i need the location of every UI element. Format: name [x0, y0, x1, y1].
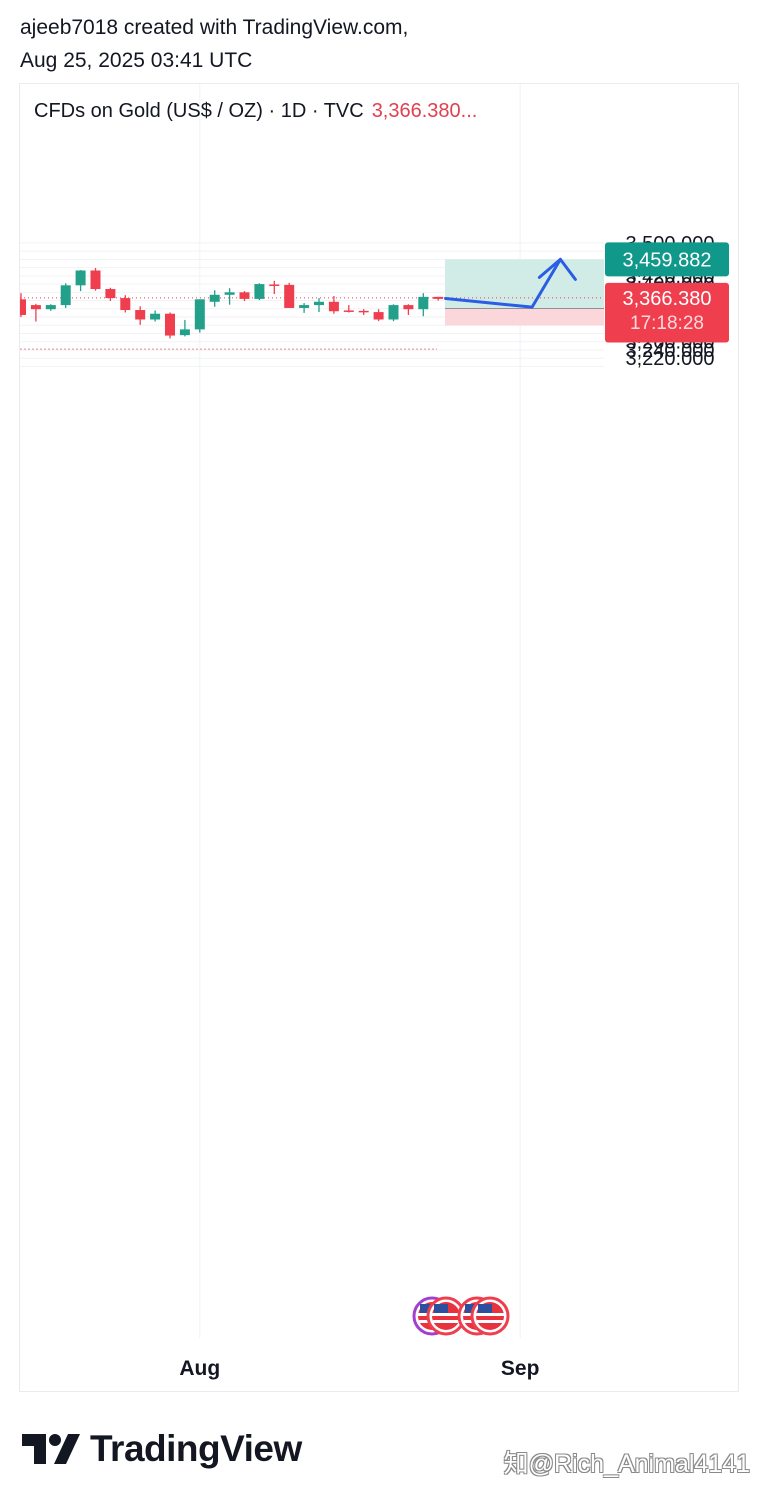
us-flag-stripe	[476, 1313, 504, 1316]
candle-body[interactable]	[209, 294, 220, 302]
candle-body[interactable]	[239, 292, 250, 299]
candle-body[interactable]	[358, 310, 369, 313]
candle-body[interactable]	[194, 299, 205, 330]
candle-body[interactable]	[224, 292, 235, 295]
candle-body[interactable]	[314, 301, 324, 306]
candle-body[interactable]	[284, 284, 295, 308]
current-price-label-bg	[605, 282, 729, 342]
candle-body[interactable]	[328, 301, 339, 312]
us-flag-stripe	[433, 1320, 459, 1323]
current-price-label: 3,366.380	[623, 288, 712, 310]
candle-body[interactable]	[418, 296, 429, 310]
symbol-description: CFDs on Gold (US$ / OZ) · 1D · TVC	[34, 100, 364, 122]
y-axis-tick-label: 3,220.000	[626, 348, 715, 370]
us-flag-stripe	[477, 1320, 503, 1323]
candle-body[interactable]	[60, 285, 71, 306]
symbol-legend: CFDs on Gold (US$ / OZ) · 1D · TVC 3,366.…	[34, 100, 477, 123]
candle-body[interactable]	[388, 305, 399, 320]
projection-arrow[interactable]	[444, 257, 562, 309]
watermark: 知@Rich_Animal4141	[503, 1450, 750, 1478]
candle-body[interactable]	[150, 313, 161, 320]
candle-body[interactable]	[75, 270, 86, 286]
chart-author-line: ajeeb7018 created with TradingView.com,	[20, 16, 409, 39]
candle-body[interactable]	[45, 305, 56, 310]
candle-body[interactable]	[373, 312, 384, 320]
us-flag-canton	[434, 1304, 448, 1313]
candle-body[interactable]	[433, 296, 444, 299]
candle-body[interactable]	[20, 299, 26, 315]
x-axis-label: Aug	[179, 1357, 220, 1380]
chart-frame	[19, 83, 739, 1392]
candle-body[interactable]	[179, 329, 190, 336]
candle-body[interactable]	[165, 313, 175, 336]
target-price-label: 3,459.882	[623, 249, 712, 271]
candle-body[interactable]	[343, 310, 354, 312]
stop-zone	[445, 308, 604, 326]
target-price-label-bg	[605, 242, 729, 277]
x-axis-label: Sep	[501, 1357, 540, 1380]
tradingview-logo[interactable]: TradingView	[22, 1428, 302, 1470]
candle-body[interactable]	[254, 284, 265, 299]
candle-body[interactable]	[105, 289, 116, 299]
candle-body[interactable]	[403, 305, 414, 310]
chart-timestamp: Aug 25, 2025 03:41 UTC	[20, 49, 253, 72]
candle-body[interactable]	[30, 305, 41, 310]
candle-body[interactable]	[135, 310, 146, 320]
tradingview-logo-icon	[22, 1434, 80, 1464]
us-flag-canton	[420, 1304, 434, 1313]
tradingview-brand-text: TradingView	[90, 1428, 302, 1469]
candle-body[interactable]	[90, 270, 101, 290]
us-flag-canton	[478, 1304, 492, 1313]
candle-body[interactable]	[299, 305, 310, 308]
countdown-label: 17:18:28	[630, 313, 704, 334]
legend-price: 3,366.380...	[371, 100, 478, 122]
us-flag-stripe	[432, 1313, 460, 1316]
candle-body[interactable]	[120, 298, 131, 311]
candle-body[interactable]	[269, 284, 280, 286]
candlestick-chart[interactable]: 3,500.0003,480.0003,440.0003,420.0003,40…	[0, 0, 758, 1400]
y-axis-tick-label: 3,240.000	[626, 340, 715, 362]
projection-arrowhead	[537, 257, 577, 281]
